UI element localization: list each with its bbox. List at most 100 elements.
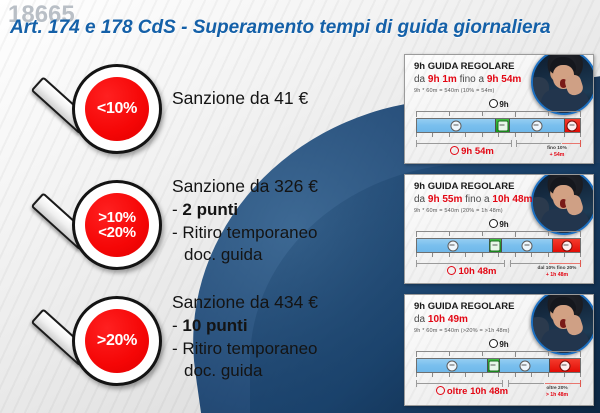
timeline-panel: 9h GUIDA REGOLARE da 9h 1m fino a 9h 54m… <box>404 54 594 164</box>
axis-label-9h: 9h <box>413 219 585 229</box>
penalty-bullet-withdrawal: - Ritiro temporaneo <box>172 223 318 242</box>
break-icon <box>497 120 509 131</box>
penalty-row: >20% Sanzione da 434 € - 10 punti - Riti… <box>0 288 400 406</box>
steering-wheel-icon <box>450 120 462 131</box>
penalty-bullet-withdrawal: - Ritiro temporaneo <box>172 339 318 358</box>
timeline-chart: 9h 10h 48m dal <box>413 219 585 278</box>
bar-segment-drive-2 <box>501 239 553 252</box>
panel-range: da 9h 55m fino a 10h 48m <box>414 194 532 205</box>
axis-label-9h: 9h <box>413 339 585 349</box>
excess-amount: + 1h 48m <box>545 271 569 278</box>
penalty-row: >10% <20% Sanzione da 326 € - 2 punti - … <box>0 172 400 290</box>
driver-body <box>541 329 589 353</box>
bar-segment-drive-1 <box>417 359 488 372</box>
threshold-line-1: <10% <box>96 99 138 117</box>
magnifier-icon: >10% <20% <box>30 178 162 284</box>
magnifier-ring: >20% <box>72 296 162 386</box>
steering-wheel-icon <box>446 360 458 371</box>
fine-amount: Sanzione da 434 € <box>172 292 318 312</box>
magnifier-icon: >20% <box>30 294 162 400</box>
magnifier-icon: <10% <box>30 62 162 168</box>
clock-icon <box>489 339 499 348</box>
penalty-text: Sanzione da 41 € <box>172 86 397 110</box>
total-value: 9h 54m <box>461 146 494 157</box>
bottom-ticks <box>416 133 581 138</box>
magnifier-ring: >10% <20% <box>72 180 162 270</box>
bar-segment-break <box>488 239 502 252</box>
total-driving-time: oltre 10h 48m <box>413 386 531 397</box>
panel-range: da 9h 1m fino a 9h 54m <box>414 74 521 85</box>
timeline-panel: 9h GUIDA REGOLARE da 9h 55m fino a 10h 4… <box>404 174 594 284</box>
threshold-badge: <10% <box>85 77 149 141</box>
threshold-line-1: >10% <box>98 208 136 226</box>
timeline-chart: 9h oltre 10h 48m <box>413 339 585 398</box>
withdrawal-text: Ritiro temporaneo <box>182 339 318 358</box>
top-ruler <box>416 231 581 238</box>
timeline-chart: 9h 9h 54m fino <box>413 99 585 158</box>
range-prefix: da <box>414 194 428 205</box>
driver-mouth <box>560 199 567 208</box>
bottom-ticks <box>416 253 581 258</box>
driver-body <box>541 89 589 113</box>
summary-ruler <box>416 260 581 267</box>
bar-segment-excess <box>552 239 580 252</box>
points-value: 10 punti <box>182 316 248 335</box>
excess-range-label: oltre 20% <box>546 386 568 391</box>
total-driving-time: 9h 54m <box>413 146 531 157</box>
summary-ruler <box>416 140 581 147</box>
axis-label-text: 9h <box>499 220 509 229</box>
excess-legend: fino 10% + 54m <box>531 146 583 158</box>
excess-amount: + 54m <box>549 151 565 158</box>
driving-time-bar <box>416 118 581 133</box>
axis-label-9h: 9h <box>413 99 585 109</box>
excess-amount: > 1h 48m <box>545 391 569 398</box>
total-value: 10h 48m <box>458 266 497 277</box>
panel-title: 9h GUIDA REGOLARE <box>414 61 515 72</box>
bar-segment-drive-1 <box>417 119 496 132</box>
excess-legend: dal 10% fino 20% + 1h 48m <box>531 266 583 278</box>
range-from: 9h 1m <box>427 74 457 85</box>
threshold-line-1: >20% <box>96 331 138 349</box>
bar-segment-excess <box>563 119 580 132</box>
excess-range-label: fino 10% <box>547 146 567 151</box>
total-value: oltre 10h 48m <box>446 386 509 397</box>
range-from: 10h 49m <box>427 314 468 325</box>
alert-icon <box>447 266 457 275</box>
bar-segment-drive-2 <box>509 119 564 132</box>
steering-wheel-icon <box>447 240 459 251</box>
range-prefix: da <box>414 314 428 325</box>
range-to: 10h 48m <box>492 194 533 205</box>
penalty-row: <10% Sanzione da 41 € <box>0 56 400 174</box>
range-from: 9h 55m <box>427 194 463 205</box>
range-mid: fino a <box>456 74 487 85</box>
bar-segment-break <box>495 119 510 132</box>
penalty-text: Sanzione da 434 € - 10 punti - Ritiro te… <box>172 290 397 382</box>
penalty-bullet-withdrawal-cont: doc. guida <box>184 245 263 264</box>
penalty-bullet-withdrawal-cont: doc. guida <box>184 361 263 380</box>
steering-wheel-icon <box>519 360 531 371</box>
alert-icon <box>435 386 445 395</box>
violation-icon <box>566 120 578 131</box>
points-value: 2 punti <box>182 200 239 219</box>
bar-segment-drive-1 <box>417 239 489 252</box>
violation-icon <box>559 360 571 371</box>
summary-ruler <box>416 380 581 387</box>
excess-range-label: dal 10% fino 20% <box>537 266 577 271</box>
violation-icon <box>561 240 573 251</box>
slide-number: 18665 <box>8 1 75 28</box>
driver-photo <box>531 55 593 115</box>
fine-amount: Sanzione da 326 € <box>172 176 318 196</box>
range-prefix: da <box>414 74 428 85</box>
driver-photo <box>531 175 593 235</box>
panel-calculation: 9h * 60m = 540m (>20% = >1h 48m) <box>414 328 510 334</box>
clock-icon <box>489 219 499 228</box>
bar-segment-drive-2 <box>500 359 549 372</box>
panel-calculation: 9h * 60m = 540m (10% = 54m) <box>414 88 495 94</box>
penalty-bullet-points: - 2 punti <box>172 200 239 219</box>
penalty-text: Sanzione da 326 € - 2 punti - Ritiro tem… <box>172 174 397 266</box>
axis-label-text: 9h <box>499 340 509 349</box>
threshold-badge: >10% <20% <box>85 193 149 257</box>
excess-legend: oltre 20% > 1h 48m <box>531 386 583 398</box>
top-ruler <box>416 351 581 358</box>
